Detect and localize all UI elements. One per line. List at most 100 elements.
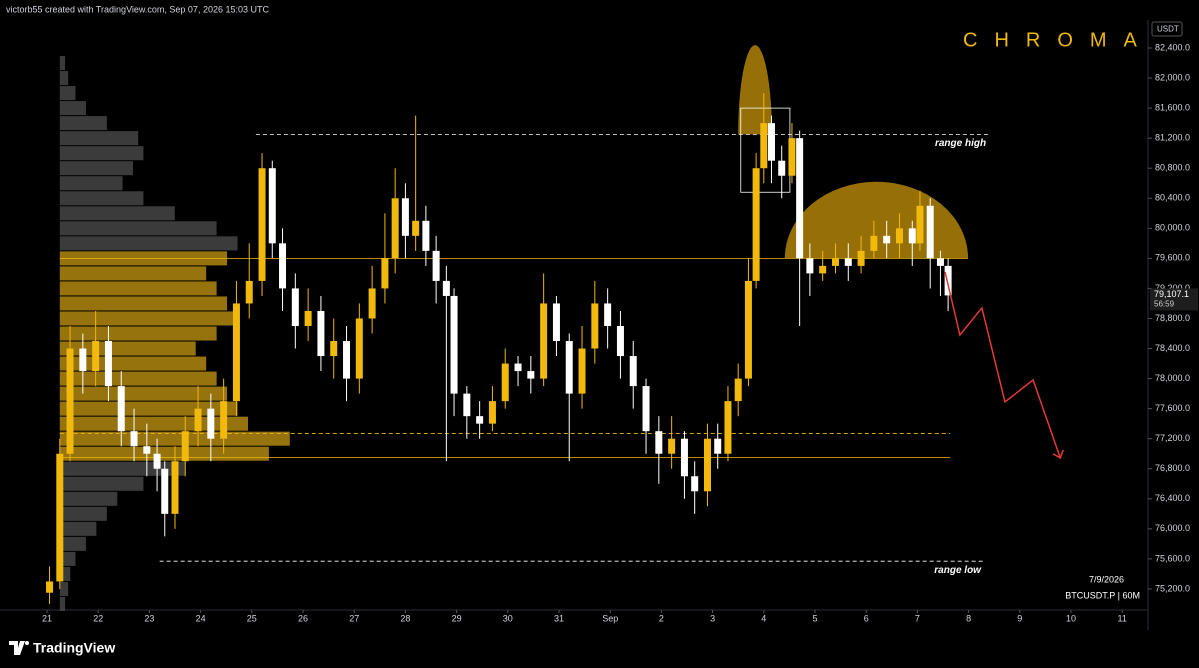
candle-body	[655, 431, 663, 454]
x-tick-label: 22	[93, 613, 103, 623]
last-price-box	[1150, 288, 1198, 311]
volume-bar	[59, 416, 248, 431]
candle-body	[330, 341, 338, 357]
candle-body	[304, 310, 312, 326]
footer-logo: TradingView	[33, 640, 115, 656]
candle-body	[895, 228, 903, 244]
header: victorb55 created with TradingView.com, …	[6, 4, 269, 14]
candle-body	[714, 438, 722, 454]
volume-bar	[59, 401, 238, 416]
candle-body	[668, 438, 676, 454]
candle-body	[552, 303, 560, 342]
volume-bar	[59, 536, 86, 551]
candle-body	[752, 168, 760, 281]
candle-body	[831, 258, 839, 266]
y-tick-label: 75,600.0	[1155, 553, 1190, 563]
candle-body	[629, 356, 637, 387]
y-tick-label: 76,800.0	[1155, 463, 1190, 473]
volume-bar	[59, 371, 217, 386]
candle-body	[258, 168, 266, 281]
candle-body	[604, 303, 612, 326]
candle-body	[476, 416, 484, 424]
candle-body	[724, 401, 732, 454]
y-tick-label: 78,800.0	[1155, 313, 1190, 323]
candle-body	[79, 348, 87, 372]
candle-body	[317, 310, 325, 357]
candle-body	[796, 138, 804, 259]
candle-body	[565, 341, 573, 394]
candle-body	[66, 348, 74, 454]
volume-bar	[59, 296, 228, 311]
candle-body	[501, 363, 509, 402]
candle-body	[703, 438, 711, 492]
candle-body	[936, 258, 944, 266]
candle-body	[355, 318, 363, 379]
candle-body	[104, 341, 112, 387]
candle-body	[401, 198, 409, 236]
candle-body	[279, 243, 287, 289]
volume-bar	[59, 221, 217, 236]
volume-bar	[59, 506, 107, 521]
candle-body	[161, 468, 169, 514]
symbol: BTCUSDT.P | 60M	[1065, 590, 1140, 600]
level-label: range high	[935, 138, 986, 149]
countdown: 56:59	[1154, 300, 1175, 309]
volume-bar	[59, 236, 238, 251]
candle-body	[463, 393, 471, 417]
candle-body	[642, 386, 650, 432]
volume-bar	[59, 386, 228, 401]
last-price-label: 79,107.1	[1154, 289, 1189, 299]
y-tick-label: 82,000.0	[1155, 72, 1190, 82]
candle-body	[56, 453, 64, 582]
candle-body	[844, 258, 852, 266]
y-tick-label: 81,200.0	[1155, 133, 1190, 143]
volume-bar	[59, 431, 290, 446]
volume-bar	[59, 596, 66, 612]
volume-bar	[59, 446, 269, 461]
logo-icon	[9, 641, 25, 655]
volume-bar	[59, 266, 207, 281]
date-label: 7/9/2026	[1089, 574, 1124, 584]
candle-body	[819, 265, 827, 274]
projection-line	[944, 271, 1061, 459]
volume-bar	[59, 311, 238, 326]
candle-body	[908, 228, 916, 244]
y-tick-label: 75,200.0	[1155, 583, 1190, 593]
candle-body	[691, 476, 699, 492]
candle-body	[591, 303, 599, 349]
currency-box	[1151, 21, 1183, 37]
x-tick-label: Sep	[602, 613, 618, 623]
y-tick-label: 80,400.0	[1155, 193, 1190, 203]
volume-bar	[59, 86, 76, 101]
candle-body	[368, 288, 376, 319]
candle-body	[130, 431, 138, 447]
volume-bar	[59, 491, 118, 506]
candle-body	[432, 250, 440, 281]
x-tick-label: 4	[761, 613, 766, 623]
candle-body	[268, 168, 276, 244]
y-tick-label: 82,400.0	[1155, 42, 1190, 52]
logo-icon	[25, 641, 29, 645]
volume-bar	[59, 191, 144, 206]
volume-bar	[59, 176, 123, 191]
volume-bar	[59, 521, 97, 536]
footer-bar	[0, 630, 1199, 668]
volume-bar	[59, 131, 139, 146]
y-tick-label: 78,000.0	[1155, 373, 1190, 383]
candle-body	[788, 138, 796, 176]
candle-body	[488, 401, 496, 424]
x-tick-label: 23	[144, 613, 154, 623]
x-tick-label: 26	[298, 613, 308, 623]
x-tick-label: 10	[1066, 613, 1076, 623]
y-tick-label: 76,400.0	[1155, 493, 1190, 503]
candle-body	[760, 123, 768, 169]
volume-bar	[59, 566, 71, 581]
x-tick-label: 27	[349, 613, 359, 623]
volume-bar	[59, 551, 76, 566]
volume-bar	[59, 581, 69, 596]
volume-bar	[59, 476, 144, 491]
y-tick-label: 80,800.0	[1155, 163, 1190, 173]
candle-body	[92, 341, 100, 372]
candle-body	[245, 280, 253, 304]
